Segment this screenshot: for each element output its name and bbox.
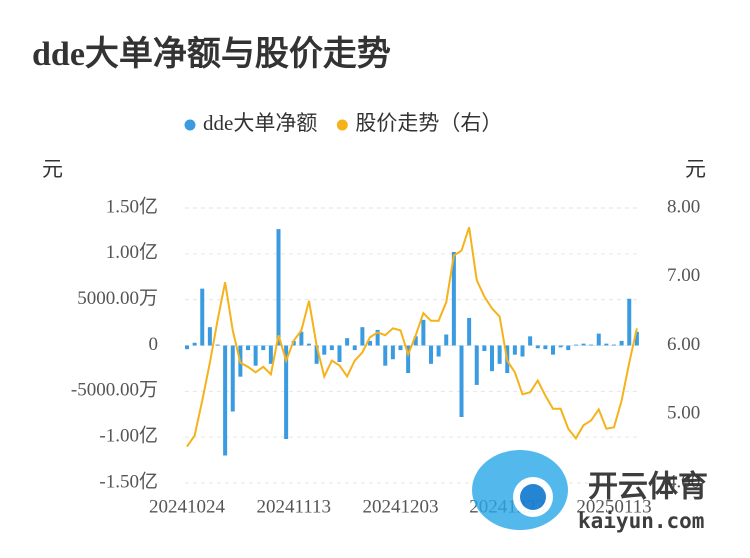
bar: [459, 345, 464, 417]
bar: [535, 345, 540, 349]
bar: [307, 343, 311, 346]
bar: [352, 345, 357, 351]
y-tick-label: -1.50亿: [99, 470, 158, 492]
bar: [368, 340, 372, 346]
bar: [436, 345, 441, 357]
bar: [322, 345, 327, 355]
bar: [573, 344, 578, 346]
bar: [276, 229, 281, 346]
y-unit: 元: [42, 157, 63, 181]
bar: [329, 345, 334, 351]
y-tick-label: 0: [149, 334, 159, 355]
x-tick-label: 20241203: [363, 496, 439, 517]
bar: [192, 342, 197, 346]
bar: [627, 298, 632, 346]
legend-label: 股价走势（右）: [355, 111, 502, 135]
y2-unit: 元: [685, 157, 706, 181]
watermark-url: kaiyun.com: [578, 509, 704, 533]
bar: [543, 345, 548, 350]
y-tick-label: 5000.00万: [77, 288, 158, 309]
y2-tick-label: 4.00: [667, 471, 700, 492]
bar: [467, 318, 472, 346]
y2-tick-label: 6.00: [667, 334, 700, 355]
y-tick-label: -1.00亿: [99, 425, 158, 447]
bar: [634, 331, 639, 346]
bar: [490, 345, 494, 372]
legend-label: dde大单净额: [203, 111, 317, 135]
bar: [207, 327, 212, 346]
bar: [581, 343, 586, 346]
bar: [429, 345, 433, 364]
bar: [497, 345, 502, 364]
bar: [215, 344, 220, 346]
bar: [314, 345, 319, 364]
bar: [589, 344, 594, 346]
logo-ball-inner: [520, 484, 546, 510]
plot: 1.50亿 1.00亿 5000.00万 0 -5000.00万 -1.00亿 -1.50亿…: [71, 111, 700, 518]
x-tick-label: 20241113: [256, 496, 331, 517]
bar: [268, 345, 273, 364]
watermark-name: 开云体育: [588, 470, 708, 505]
bar: [413, 336, 418, 346]
bar: [299, 331, 304, 346]
bar: [383, 345, 388, 366]
bar: [337, 345, 342, 362]
y2-tick-label: 7.00: [667, 265, 700, 286]
bar: [360, 327, 365, 346]
bar: [482, 345, 487, 351]
legend-marker: [336, 119, 348, 131]
bar: [474, 345, 479, 385]
bar: [261, 345, 266, 351]
bar: [390, 345, 395, 360]
bar: [284, 345, 289, 439]
bar: [375, 329, 380, 346]
bar: [406, 345, 411, 373]
bar: [612, 344, 616, 346]
bar: [558, 345, 563, 348]
bar: [520, 345, 525, 357]
bar: [200, 288, 205, 346]
y2-tick-label: 8.00: [667, 196, 700, 217]
y-tick-label: 1.50亿: [106, 195, 158, 217]
bar: [246, 345, 250, 351]
bar: [253, 345, 258, 366]
bar: [444, 334, 449, 346]
bar: [223, 345, 228, 456]
x-tick-label: 20241024: [149, 496, 226, 517]
bar: [596, 333, 601, 346]
bar: [604, 343, 609, 346]
bar: [551, 345, 555, 355]
bar: [345, 338, 350, 346]
watermark: 开云体育 kaiyun.com: [472, 450, 708, 533]
x-tick-label: 20250113: [576, 496, 651, 517]
y-tick-label: -5000.00万: [71, 380, 158, 401]
legend-marker: [184, 119, 196, 131]
chart-title: dde大单净额与股价走势: [32, 35, 391, 73]
bar: [230, 345, 235, 412]
bar: [421, 319, 426, 346]
bar: [619, 340, 624, 346]
bar: [528, 336, 533, 346]
bar: [512, 345, 517, 355]
bar: [451, 252, 456, 346]
y-tick-label: 1.00亿: [106, 241, 158, 263]
bar: [398, 345, 403, 351]
bar: [566, 345, 571, 351]
price-line: [186, 226, 638, 448]
bar: [185, 345, 189, 350]
y2-tick-label: 5.00: [667, 403, 700, 424]
